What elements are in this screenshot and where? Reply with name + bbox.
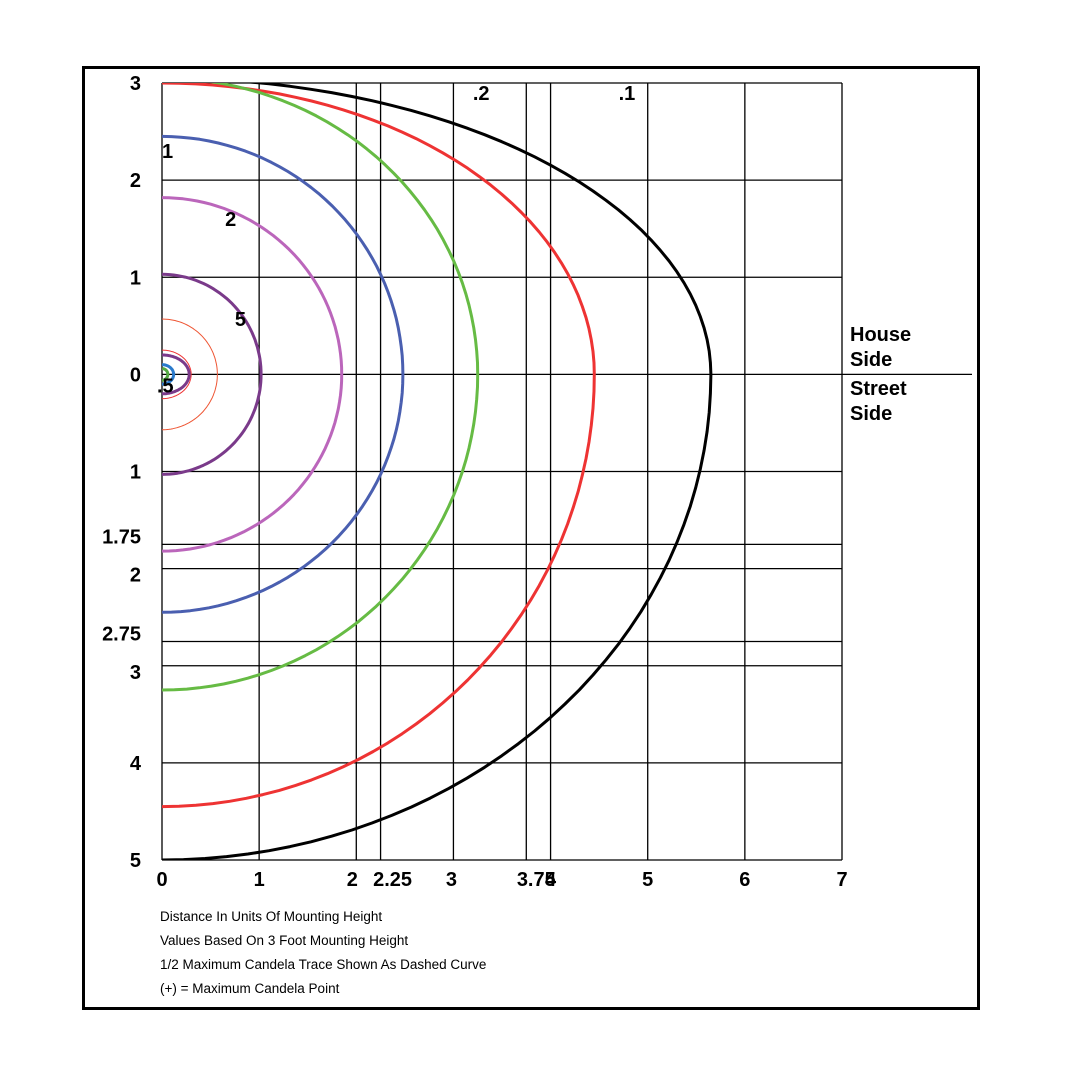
y-tick-label-0: 3 xyxy=(130,73,141,95)
contour-curve-6 xyxy=(162,318,218,431)
street-side-label-line2: Side xyxy=(850,403,892,425)
contour-curve-7 xyxy=(162,349,192,400)
y-tick-label-10: 5 xyxy=(130,850,141,872)
y-tick-label-4: 1 xyxy=(130,462,141,484)
y-tick-label-2: 1 xyxy=(130,267,141,289)
note-mounting-height: Values Based On 3 Foot Mounting Height xyxy=(160,933,409,948)
y-tick-label-8: 3 xyxy=(130,662,141,684)
y-tick-label-1: 2 xyxy=(130,170,141,192)
contour-curve-5 xyxy=(162,272,263,476)
side-labels: House Side Street Side xyxy=(850,324,911,425)
grid xyxy=(161,82,843,861)
contour-curve-8 xyxy=(162,353,191,396)
contour-curve-3 xyxy=(162,134,405,614)
y-tick-label-3: 0 xyxy=(130,364,141,386)
chart-frame xyxy=(82,66,980,1010)
house-side-label-line1: House xyxy=(850,324,911,346)
contour-curve-10 xyxy=(162,367,170,382)
x-tick-label-3: 2.25 xyxy=(373,869,412,891)
x-tick-label-6: 4 xyxy=(545,869,557,891)
y-tick-labels: 3 2 1 0 1 1.75 2 2.75 3 4 5 xyxy=(102,73,142,872)
contour-labels: .1 .2 1 2 5 .5 xyxy=(157,83,635,397)
x-tick-label-0: 0 xyxy=(156,869,167,891)
x-tick-label-4: 3 xyxy=(446,869,457,891)
contour-label-4: 2 xyxy=(225,209,236,231)
x-tick-label-2: 2 xyxy=(347,869,358,891)
x-tick-label-8: 6 xyxy=(739,869,750,891)
note-max-candela-point: (+) = Maximum Candela Point xyxy=(160,981,340,996)
y-tick-label-6: 2 xyxy=(130,565,141,587)
contour-curve-9 xyxy=(162,363,176,386)
street-side-label-line1: Street xyxy=(850,378,907,400)
x-tick-labels: 0 1 2 2.25 3 3.754 5 6 7 xyxy=(156,869,847,891)
contour-curve-2 xyxy=(162,83,480,692)
chart-notes: Distance In Units Of Mounting Height Val… xyxy=(160,905,486,1001)
x-tick-label-9: 7 xyxy=(836,869,847,891)
contour-label-1: .2 xyxy=(473,83,490,105)
contour-label-5: 5 xyxy=(235,309,246,331)
y-tick-label-9: 4 xyxy=(130,753,142,775)
note-half-max-candela: 1/2 Maximum Candela Trace Shown As Dashe… xyxy=(160,957,487,972)
x-tick-label-7: 5 xyxy=(642,869,653,891)
x-tick-label-1: 1 xyxy=(254,869,265,891)
house-side-label-line2: Side xyxy=(850,349,892,371)
contour-label-0: .1 xyxy=(619,83,636,105)
contour-curve-1 xyxy=(162,83,596,809)
contour-label-3: 1 xyxy=(162,141,173,163)
contour-curve-0 xyxy=(162,83,713,860)
center-contour-label: .5 xyxy=(157,375,174,397)
contour-curve-4 xyxy=(162,196,344,553)
y-tick-label-7: 2.75 xyxy=(102,623,141,645)
contour-curves xyxy=(162,83,713,860)
y-tick-label-5: 1.75 xyxy=(102,526,141,548)
x-tick-label-5: 3.75 xyxy=(517,869,556,891)
note-distance-units: Distance In Units Of Mounting Height xyxy=(160,909,383,924)
